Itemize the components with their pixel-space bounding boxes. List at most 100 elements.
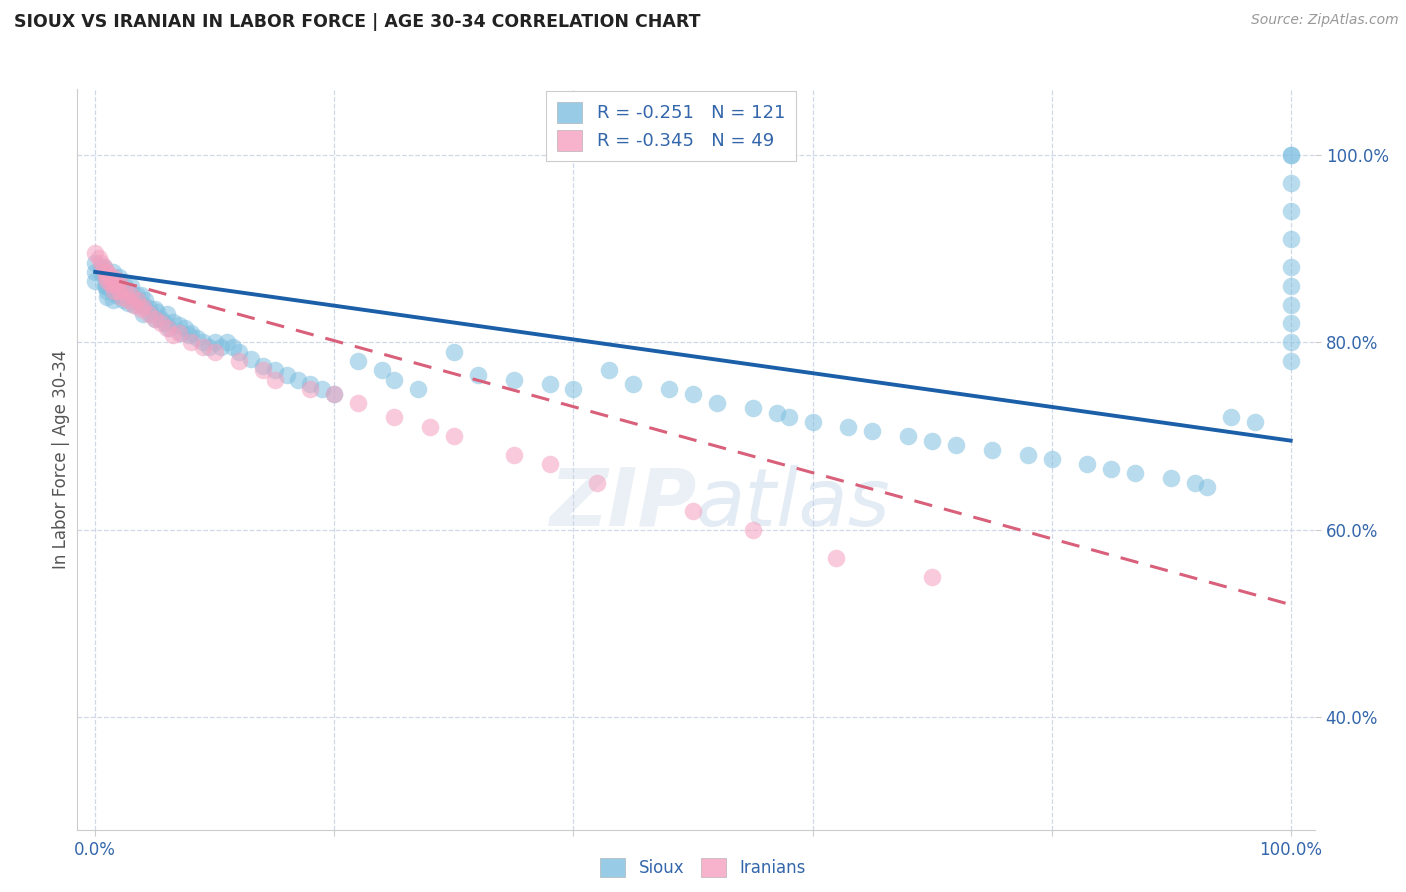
Point	[1279, 335, 1302, 350]
Point	[186, 330, 208, 344]
Point	[103, 284, 125, 298]
Point	[94, 279, 117, 293]
Point	[299, 377, 322, 392]
Point	[921, 569, 943, 583]
Point	[114, 284, 136, 298]
Point	[104, 288, 127, 302]
Point	[105, 277, 128, 292]
Text: ZIP: ZIP	[548, 465, 696, 543]
Point	[706, 396, 728, 410]
Point	[132, 307, 155, 321]
Point	[215, 335, 238, 350]
Point	[143, 311, 166, 326]
Point	[382, 373, 405, 387]
Point	[406, 382, 429, 396]
Point	[323, 386, 346, 401]
Point	[837, 419, 859, 434]
Point	[156, 321, 179, 335]
Text: atlas: atlas	[696, 465, 891, 543]
Point	[94, 269, 117, 284]
Point	[1184, 475, 1206, 490]
Point	[103, 293, 125, 307]
Point	[167, 326, 190, 340]
Point	[801, 415, 824, 429]
Point	[860, 424, 883, 438]
Point	[562, 382, 585, 396]
Point	[127, 288, 149, 302]
Point	[94, 265, 117, 279]
Text: Source: ZipAtlas.com: Source: ZipAtlas.com	[1251, 13, 1399, 28]
Point	[443, 344, 465, 359]
Point	[921, 434, 943, 448]
Point	[682, 504, 704, 518]
Point	[1279, 176, 1302, 190]
Point	[90, 255, 112, 269]
Point	[150, 311, 173, 326]
Point	[502, 373, 524, 387]
Point	[502, 448, 524, 462]
Point	[204, 335, 226, 350]
Point	[108, 269, 131, 284]
Point	[323, 386, 346, 401]
Point	[239, 352, 262, 367]
Point	[382, 410, 405, 425]
Point	[100, 277, 122, 292]
Point	[94, 269, 117, 284]
Point	[586, 475, 609, 490]
Point	[120, 286, 142, 301]
Point	[252, 363, 274, 377]
Point	[93, 260, 115, 275]
Point	[443, 429, 465, 443]
Point	[96, 265, 118, 279]
Point	[228, 344, 250, 359]
Point	[129, 288, 152, 302]
Point	[419, 419, 441, 434]
Point	[1076, 457, 1098, 471]
Point	[122, 298, 145, 312]
Point	[103, 277, 125, 292]
Point	[191, 340, 214, 354]
Point	[1017, 448, 1039, 462]
Point	[1160, 471, 1182, 485]
Point	[110, 284, 132, 298]
Point	[682, 386, 704, 401]
Point	[108, 279, 131, 293]
Point	[299, 382, 322, 396]
Point	[1195, 481, 1218, 495]
Point	[1279, 260, 1302, 275]
Point	[741, 401, 763, 415]
Point	[1279, 232, 1302, 246]
Point	[945, 438, 967, 452]
Point	[1099, 462, 1122, 476]
Point	[146, 305, 169, 319]
Point	[170, 326, 193, 340]
Point	[209, 340, 232, 354]
Point	[180, 335, 202, 350]
Point	[204, 344, 226, 359]
Point	[143, 311, 166, 326]
Point	[108, 284, 131, 298]
Legend: R = -0.251   N = 121, R = -0.345   N = 49: R = -0.251 N = 121, R = -0.345 N = 49	[547, 91, 796, 161]
Point	[658, 382, 681, 396]
Point	[263, 373, 285, 387]
Point	[111, 293, 134, 307]
Point	[1279, 279, 1302, 293]
Point	[157, 321, 180, 335]
Point	[980, 442, 1002, 457]
Point	[128, 296, 150, 310]
Point	[174, 321, 197, 335]
Point	[347, 396, 370, 410]
Point	[120, 288, 142, 302]
Point	[177, 327, 200, 342]
Point	[1279, 148, 1302, 162]
Point	[1040, 452, 1063, 467]
Point	[96, 279, 118, 293]
Point	[132, 298, 155, 312]
Point	[96, 290, 118, 304]
Point	[191, 335, 214, 350]
Point	[94, 279, 117, 293]
Point	[467, 368, 489, 382]
Point	[132, 300, 155, 314]
Point	[103, 269, 125, 284]
Point	[198, 340, 221, 354]
